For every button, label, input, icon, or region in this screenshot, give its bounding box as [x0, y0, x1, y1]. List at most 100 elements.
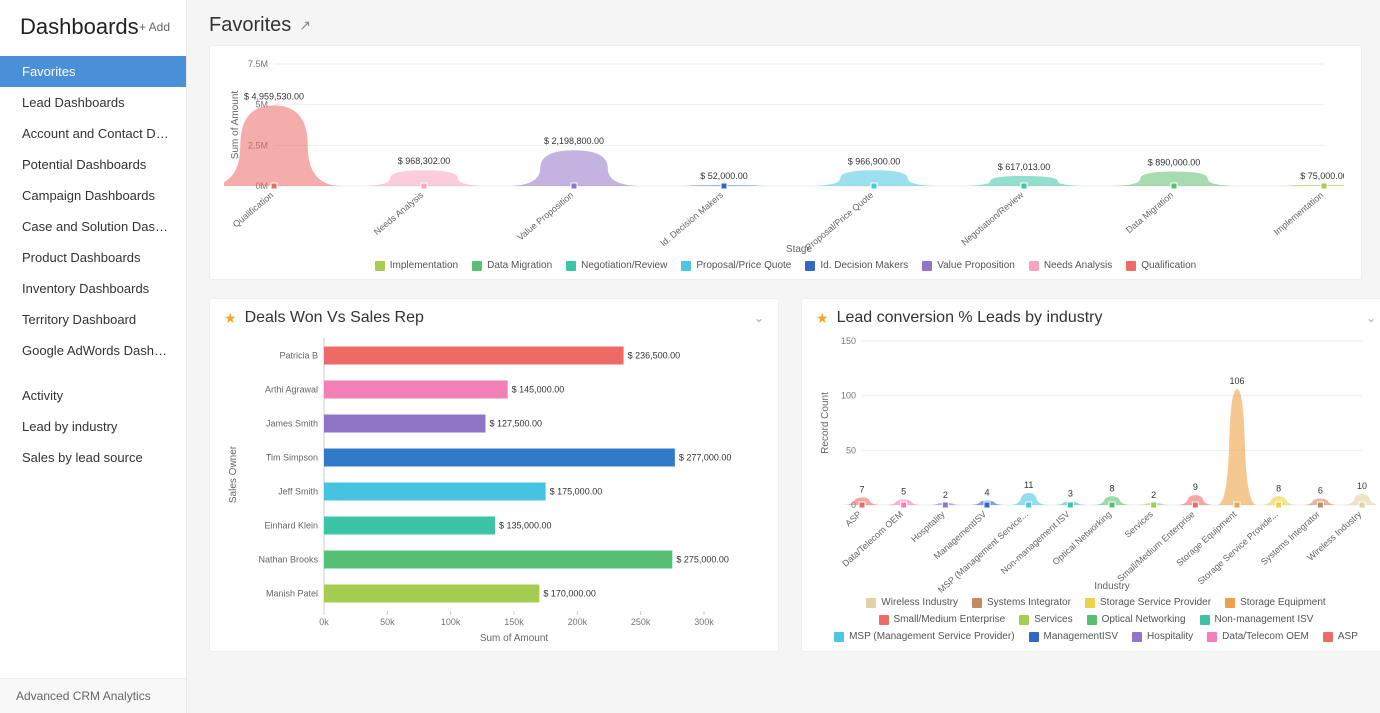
star-icon: ★ [816, 310, 829, 327]
add-dashboard-button[interactable]: + Add [139, 20, 170, 34]
svg-text:6: 6 [1318, 485, 1323, 495]
leads-industry-title: Lead conversion % Leads by industry [837, 309, 1103, 327]
svg-text:150: 150 [841, 336, 856, 346]
chevron-down-icon[interactable]: ⌄ [754, 311, 764, 325]
legend-item: Optical Networking [1087, 614, 1186, 625]
svg-text:8: 8 [1109, 483, 1114, 493]
sidebar-header: Dashboards + Add [0, 0, 186, 48]
legend-item: Wireless Industry [866, 597, 958, 608]
svg-text:$ 75,000.00: $ 75,000.00 [1300, 171, 1344, 181]
svg-text:7: 7 [859, 484, 864, 494]
sidebar-item-6[interactable]: Product Dashboards [0, 242, 186, 273]
svg-text:$ 966,900.00: $ 966,900.00 [848, 156, 901, 166]
svg-text:100: 100 [841, 391, 856, 401]
svg-text:200k: 200k [568, 617, 588, 627]
svg-text:Small/Medium Enterprise: Small/Medium Enterprise [1115, 509, 1196, 584]
legend-item: Systems Integrator [972, 597, 1071, 608]
external-link-icon[interactable]: ↗ [299, 17, 311, 34]
svg-text:Implementation: Implementation [1272, 190, 1326, 237]
legend-item: Hospitality [1132, 631, 1193, 642]
svg-text:Stage: Stage [786, 244, 813, 255]
deals-won-panel: ★ Deals Won Vs Sales Rep ⌄ Patricia B$ 2… [209, 298, 779, 652]
svg-text:4: 4 [984, 488, 989, 498]
legend-item: Value Proposition [922, 260, 1015, 271]
svg-text:Sum of Amount: Sum of Amount [480, 633, 549, 643]
svg-text:$ 236,500.00: $ 236,500.00 [628, 351, 681, 361]
sidebar-item-4[interactable]: Campaign Dashboards [0, 180, 186, 211]
svg-text:Record Count: Record Count [820, 392, 831, 454]
svg-text:Data Migration: Data Migration [1124, 190, 1175, 235]
sidebar-item2-1[interactable]: Lead by industry [0, 411, 186, 442]
stage-revenue-legend: ImplementationData MigrationNegotiation/… [224, 260, 1347, 271]
legend-item: ASP [1323, 631, 1358, 642]
legend-item: Data/Telecom OEM [1207, 631, 1309, 642]
svg-text:$ 277,000.00: $ 277,000.00 [679, 453, 732, 463]
svg-text:$ 127,500.00: $ 127,500.00 [490, 419, 543, 429]
sidebar-title: Dashboards [20, 14, 139, 40]
sidebar-footer-link[interactable]: Advanced CRM Analytics [0, 678, 186, 713]
svg-text:Id. Decision Makers: Id. Decision Makers [658, 190, 725, 249]
legend-item: Needs Analysis [1029, 260, 1112, 271]
svg-text:10: 10 [1357, 481, 1367, 491]
svg-text:Jeff Smith: Jeff Smith [278, 487, 318, 497]
svg-text:106: 106 [1229, 376, 1244, 386]
svg-text:$ 890,000.00: $ 890,000.00 [1148, 158, 1201, 168]
legend-item: Storage Service Provider [1085, 597, 1211, 608]
deals-won-title: Deals Won Vs Sales Rep [245, 309, 424, 327]
svg-text:300k: 300k [694, 617, 714, 627]
sidebar-item-5[interactable]: Case and Solution Dashboards [0, 211, 186, 242]
svg-text:50: 50 [846, 445, 856, 455]
main-area: Favorites ↗ 0M2.5M5M7.5MSum of Amount$ 4… [187, 0, 1380, 713]
svg-text:3: 3 [1068, 489, 1073, 499]
sidebar-item-8[interactable]: Territory Dashboard [0, 304, 186, 335]
svg-text:Sales Owner: Sales Owner [228, 445, 239, 503]
sidebar-item2-2[interactable]: Sales by lead source [0, 442, 186, 473]
sidebar-item2-0[interactable]: Activity [0, 380, 186, 411]
legend-item: Id. Decision Makers [805, 260, 908, 271]
sidebar-item-3[interactable]: Potential Dashboards [0, 149, 186, 180]
svg-text:5: 5 [901, 487, 906, 497]
sidebar-item-9[interactable]: Google AdWords Dashboards [0, 335, 186, 366]
svg-text:Negotiation/Review: Negotiation/Review [959, 190, 1025, 248]
legend-item: Proposal/Price Quote [681, 260, 791, 271]
sidebar-item-2[interactable]: Account and Contact Dashbo... [0, 118, 186, 149]
legend-item: MSP (Management Service Provider) [834, 631, 1014, 642]
svg-text:250k: 250k [631, 617, 651, 627]
legend-item: Small/Medium Enterprise [879, 614, 1006, 625]
svg-text:Needs Analysis: Needs Analysis [372, 190, 426, 238]
svg-text:$ 52,000.00: $ 52,000.00 [700, 171, 748, 181]
sidebar-item-7[interactable]: Inventory Dashboards [0, 273, 186, 304]
svg-text:8: 8 [1276, 483, 1281, 493]
svg-text:Einhard Klein: Einhard Klein [264, 521, 318, 531]
svg-text:$ 617,013.00: $ 617,013.00 [998, 162, 1051, 172]
svg-text:Nathan Brooks: Nathan Brooks [258, 555, 318, 565]
svg-text:Tim Simpson: Tim Simpson [266, 453, 318, 463]
svg-text:150k: 150k [504, 617, 524, 627]
svg-text:Storage Service Provide...: Storage Service Provide... [1196, 509, 1280, 586]
svg-text:2: 2 [1151, 490, 1156, 500]
legend-item: Implementation [375, 260, 458, 271]
leads-industry-legend: Wireless Industry Systems Integrator Stora… [816, 597, 1376, 642]
deals-won-chart: Patricia B$ 236,500.00Arthi Agrawal$ 145… [224, 333, 764, 643]
sidebar-list: FavoritesLead DashboardsAccount and Cont… [0, 56, 186, 678]
legend-item: Storage Equipment [1225, 597, 1326, 608]
sidebar-item-0[interactable]: Favorites [0, 56, 186, 87]
svg-text:ASP: ASP [843, 509, 863, 528]
page-title: Favorites [209, 14, 291, 37]
svg-text:11: 11 [1024, 480, 1033, 490]
svg-text:Non-management ISV: Non-management ISV [999, 509, 1072, 576]
legend-item: Services [1019, 614, 1072, 625]
leads-industry-chart: 050100150Record Count7ASP5Data/Telecom O… [816, 333, 1376, 593]
stage-revenue-chart: 0M2.5M5M7.5MSum of Amount$ 4,959,530.00Q… [224, 56, 1344, 256]
svg-text:Services: Services [1123, 509, 1156, 540]
svg-text:100k: 100k [441, 617, 461, 627]
svg-text:$ 135,000.00: $ 135,000.00 [499, 521, 552, 531]
svg-text:Arthi Agrawal: Arthi Agrawal [265, 385, 318, 395]
svg-text:Value Proposition: Value Proposition [515, 190, 575, 243]
chevron-down-icon[interactable]: ⌄ [1366, 311, 1376, 325]
legend-item: Negotiation/Review [566, 260, 667, 271]
svg-text:Qualification: Qualification [231, 190, 275, 229]
sidebar-item-1[interactable]: Lead Dashboards [0, 87, 186, 118]
svg-text:Proposal/Price Quote: Proposal/Price Quote [803, 190, 875, 253]
svg-text:50k: 50k [380, 617, 395, 627]
